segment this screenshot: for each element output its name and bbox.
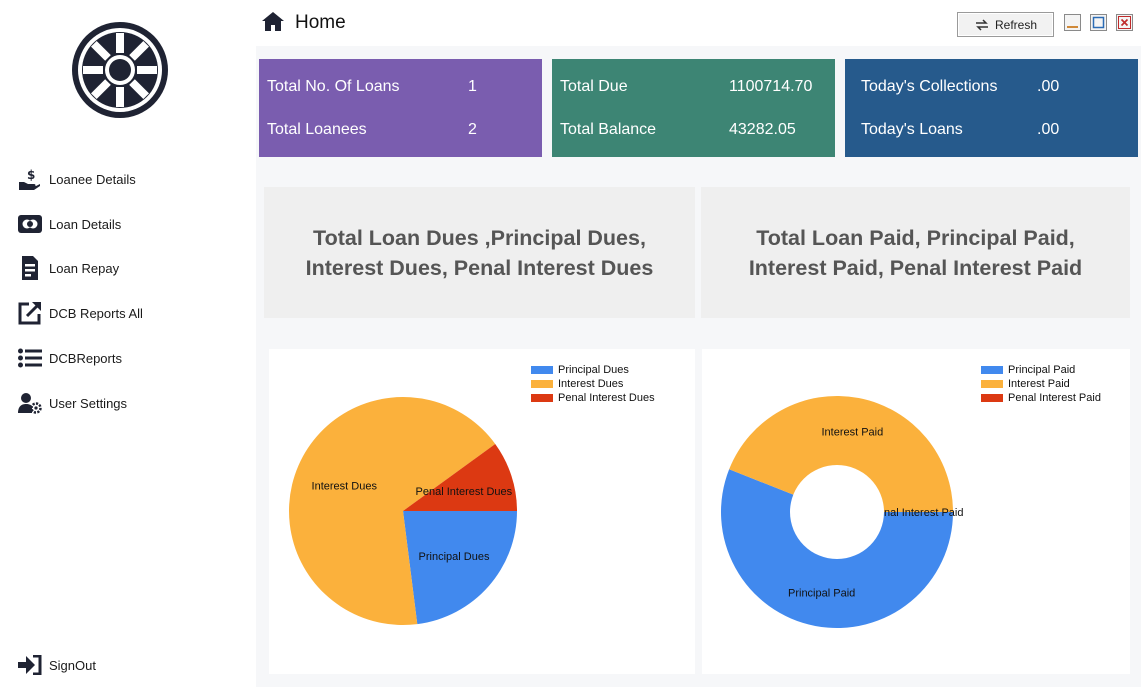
stat-label: Today's Loans — [861, 121, 963, 138]
slice-label: Principal Dues — [419, 551, 490, 563]
legend-label: Penal Interest Paid — [1008, 392, 1101, 404]
stat-value: 1100714.70 — [729, 78, 813, 95]
legend-swatch-interest — [531, 380, 553, 388]
slice-label: Penal Interest Dues — [416, 486, 513, 498]
paid-chart: Principal Paid Interest Paid Penal Interes… — [702, 349, 1130, 674]
legend-label: Penal Interest Dues — [558, 392, 655, 404]
title-bar: Home Refresh — [256, 0, 1141, 46]
paid-donut-chart: Principal Paid Interest Paid Penal Interes… — [721, 396, 964, 628]
legend-item: Principal Paid — [981, 363, 1101, 377]
close-button[interactable] — [1116, 14, 1133, 31]
legend-swatch-penal — [981, 394, 1003, 402]
credit-card-icon — [18, 212, 42, 236]
refresh-label: Refresh — [994, 17, 1038, 32]
stat-label: Total Balance — [560, 121, 657, 138]
sidebar-item-loan-details[interactable]: Loan Details — [18, 211, 121, 237]
donut-hole — [790, 465, 884, 559]
sidebar-item-user-settings[interactable]: User Settings — [18, 390, 127, 416]
external-link-icon — [18, 301, 42, 325]
stat-label: Total Loanees — [267, 121, 367, 138]
stat-value: .00 — [1037, 78, 1060, 95]
sidebar-item-dcbreports[interactable]: DCBReports — [18, 345, 122, 371]
dues-legend: Principal Dues Interest Dues Penal Inter… — [531, 363, 655, 405]
legend-label: Principal Paid — [1008, 364, 1076, 376]
dues-pie-chart: Principal Dues Interest Dues Penal Interes… — [289, 397, 517, 625]
slice-label: Principal Paid — [788, 588, 855, 600]
minimize-button[interactable] — [1064, 14, 1081, 31]
legend-item: Penal Interest Paid — [981, 391, 1101, 405]
signout-label: SignOut — [49, 657, 96, 673]
user-cog-icon — [18, 391, 42, 415]
stat-card-due: Total Due 1100714.70 Total Balance 43282… — [552, 59, 835, 157]
legend-swatch-interest — [981, 380, 1003, 388]
stat-card-today: Today's Collections .00 Today's Loans .0… — [845, 59, 1138, 157]
legend-swatch-principal — [531, 366, 553, 374]
refresh-button[interactable]: Refresh — [957, 12, 1054, 37]
legend-label: Principal Dues — [558, 364, 629, 376]
legend-swatch-principal — [981, 366, 1003, 374]
dues-chart: Principal Dues Interest Dues Penal Interes… — [269, 349, 695, 674]
sidebar: $ Loanee Details Loan Details Loan Repay… — [0, 0, 256, 687]
pie-slice-penal-interest-dues — [403, 443, 517, 511]
sidebar-item-loan-repay[interactable]: Loan Repay — [18, 255, 119, 281]
slice-label: Penal Interest Paid — [871, 507, 964, 519]
sidebar-item-loanee-details[interactable]: $ Loanee Details — [18, 166, 136, 192]
slice-label: Interest Paid — [821, 426, 883, 438]
hand-dollar-icon: $ — [18, 167, 42, 191]
stat-label: Today's Collections — [861, 78, 998, 95]
page-title: Home — [295, 12, 346, 33]
legend-item: Principal Dues — [531, 363, 655, 377]
legend-item: Interest Paid — [981, 377, 1101, 391]
stat-value: 43282.05 — [729, 121, 796, 138]
pie-slice-interest-dues — [289, 397, 496, 625]
svg-text:$: $ — [27, 168, 35, 182]
close-icon — [1118, 16, 1131, 29]
slice-label: Interest Dues — [312, 481, 378, 493]
legend-item: Interest Dues — [531, 377, 655, 391]
home-icon — [262, 12, 284, 31]
stat-card-loans: Total No. Of Loans 1 Total Loanees 2 — [259, 59, 542, 157]
legend-swatch-penal — [531, 394, 553, 402]
paid-legend: Principal Paid Interest Paid Penal Inter… — [981, 363, 1101, 405]
legend-label: Interest Paid — [1008, 378, 1070, 390]
legend-item: Penal Interest Dues — [531, 391, 655, 405]
refresh-icon — [975, 18, 988, 31]
stat-value: 1 — [468, 78, 477, 95]
sign-out-icon — [18, 653, 42, 677]
sidebar-item-label: Loanee Details — [49, 171, 136, 187]
maximize-icon — [1092, 16, 1105, 29]
maximize-button[interactable] — [1090, 14, 1107, 31]
signout-button[interactable]: SignOut — [18, 653, 96, 677]
empire-logo-icon — [72, 22, 168, 118]
sidebar-item-label: DCBReports — [49, 350, 122, 366]
legend-label: Interest Dues — [558, 378, 624, 390]
sidebar-item-label: User Settings — [49, 395, 128, 411]
stat-value: .00 — [1037, 121, 1060, 138]
main-area: Home Refresh Total No. Of Loans 1 Total … — [256, 0, 1141, 687]
receipt-icon — [18, 256, 42, 280]
pie-slice-interest-paid — [729, 396, 953, 512]
stat-value: 2 — [468, 121, 477, 138]
list-icon — [18, 346, 42, 370]
pie-slice-principal-dues — [403, 511, 517, 625]
stat-label: Total Due — [560, 78, 628, 95]
stat-label: Total No. Of Loans — [267, 78, 400, 95]
dues-panel-title: Total Loan Dues ,Principal Dues, Interes… — [264, 187, 695, 318]
paid-panel-title: Total Loan Paid, Principal Paid, Interes… — [701, 187, 1130, 318]
minimize-icon — [1067, 26, 1078, 28]
sidebar-item-label: Loan Repay — [49, 260, 120, 276]
sidebar-item-dcb-reports-all[interactable]: DCB Reports All — [18, 300, 143, 326]
sidebar-item-label: DCB Reports All — [49, 305, 143, 321]
sidebar-item-label: Loan Details — [49, 216, 122, 232]
